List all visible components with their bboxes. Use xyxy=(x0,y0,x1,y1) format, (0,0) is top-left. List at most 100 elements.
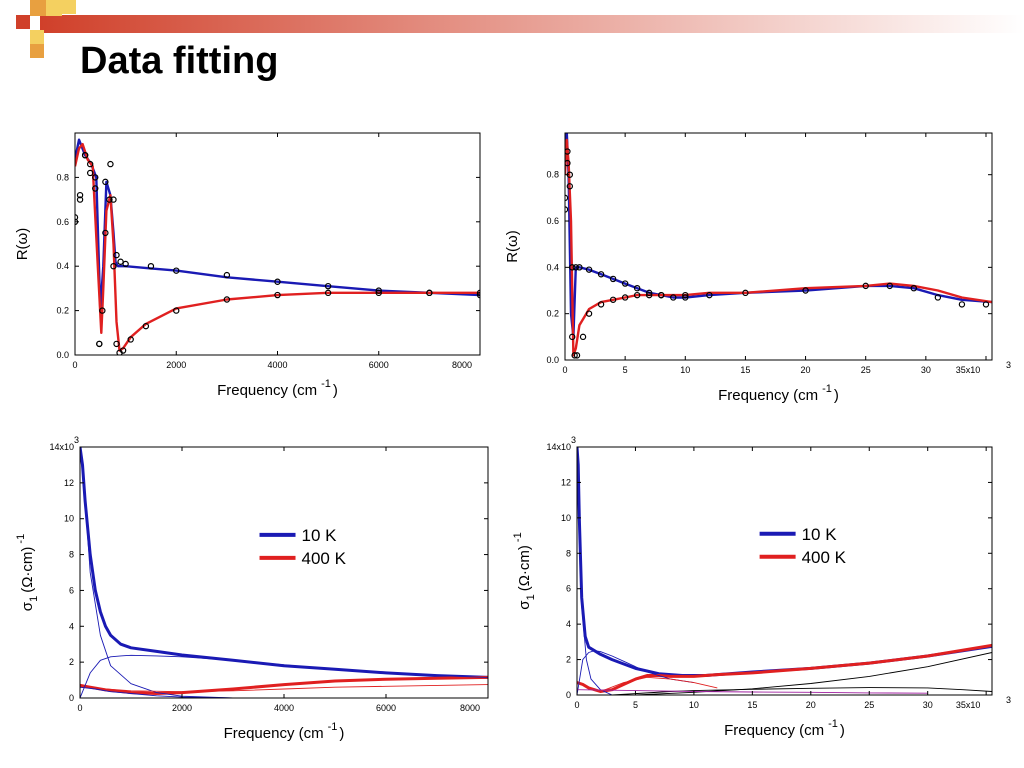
data-point-2-6 xyxy=(585,266,593,273)
data-point-3-13 xyxy=(127,336,134,343)
x-axis-label-main: Frequency (cm xyxy=(718,387,818,404)
data-point-3-12 xyxy=(645,291,653,299)
y-axis-label-rest: (Ω·cm) xyxy=(516,545,533,591)
y-tick-label-2: 4 xyxy=(566,619,571,629)
data-point-2-4 xyxy=(92,174,99,181)
data-point-2-20 xyxy=(910,284,918,292)
x-axis-label-close: ) xyxy=(333,382,338,399)
chart-legend: 10 K 400 K xyxy=(759,525,847,567)
x-axis-label-sup: -1 xyxy=(822,383,832,395)
data-point-3-19 xyxy=(375,289,382,297)
data-point-3-8 xyxy=(106,196,113,203)
x-tick-label-0: 0 xyxy=(574,700,579,710)
data-point-2-14 xyxy=(682,294,689,301)
y-axis-label: σ1 (Ω·cm) -1 xyxy=(15,534,40,611)
legend-label-0: 10 K xyxy=(302,526,338,545)
x-multiplier: 3 xyxy=(1006,360,1011,370)
x-tick-label-2: 10 xyxy=(680,365,690,375)
plot-area xyxy=(80,447,488,698)
y-axis-label: R(ω) xyxy=(504,230,521,263)
header-square-yellow xyxy=(46,0,62,16)
y-tick-label-0: 0.0 xyxy=(56,350,69,360)
data-point-3-8 xyxy=(597,301,605,308)
data-point-2-22 xyxy=(958,301,966,308)
series-line-0 xyxy=(80,447,488,679)
y-axis-label-sup: -1 xyxy=(15,534,27,544)
y-tick-label-4: 0.8 xyxy=(56,172,69,182)
series-line-3 xyxy=(577,650,694,695)
data-point-3-13 xyxy=(658,291,665,299)
x-tick-label-7: 35x10 xyxy=(956,365,981,375)
data-point-3-14 xyxy=(142,322,150,330)
y-tick-label-1: 2 xyxy=(566,655,571,665)
y-tick-label-0: 0 xyxy=(566,690,571,700)
x-axis-label: Frequency (cm -1) xyxy=(718,383,839,404)
y-tick-label-4: 8 xyxy=(566,548,571,558)
x-tick-label-0: 0 xyxy=(77,703,82,713)
series-line-0 xyxy=(565,133,992,338)
header-square-orange xyxy=(30,0,46,16)
y-tick-label-7: 14x10 xyxy=(49,442,74,452)
data-point-2-14 xyxy=(223,271,231,279)
x-tick-label-2: 10 xyxy=(689,700,699,710)
conductivity-chart-full-range: 0 5 10 15 20 25 30 35x10 302468101214x103Frequen… xyxy=(512,435,1011,739)
data-point-2-13 xyxy=(670,294,677,301)
data-point-2-1 xyxy=(76,191,84,199)
data-point-3-7 xyxy=(102,229,109,237)
x-tick-label-5: 25 xyxy=(864,700,874,710)
series-line-4 xyxy=(80,684,488,693)
data-point-3-7 xyxy=(585,310,593,317)
data-point-3-14 xyxy=(682,291,689,299)
x-axis-label-main: Frequency (cm xyxy=(217,382,317,399)
reflectance-chart-low-frequency: 0 2000 4000 6000 8000 0.0 0.2 0.4 0.6 0.8 Frequenc… xyxy=(14,132,481,399)
y-tick-label-3: 0.6 xyxy=(56,217,69,227)
data-point-2-15 xyxy=(706,291,713,299)
y-tick-label-4: 8 xyxy=(69,550,74,560)
data-point-3-5 xyxy=(96,340,103,348)
data-point-2-8 xyxy=(110,196,117,203)
data-point-2-13 xyxy=(173,267,180,274)
data-point-2-6 xyxy=(102,178,109,186)
y-axis-label-rest: (Ω·cm) xyxy=(19,547,36,593)
x-tick-label-4: 8000 xyxy=(452,360,472,370)
y-tick-label-4: 0.8 xyxy=(546,170,559,180)
slide-title: Data fitting xyxy=(80,40,279,82)
x-tick-label-3: 6000 xyxy=(376,703,396,713)
y-tick-label-7: 14x10 xyxy=(546,442,571,452)
x-axis-label-close: ) xyxy=(339,725,344,742)
data-point-2-10 xyxy=(633,284,641,292)
y-axis-label-main: σ xyxy=(516,600,533,610)
data-point-3-10 xyxy=(621,294,629,301)
x-axis-label: Frequency (cm -1) xyxy=(224,721,345,742)
data-point-3-4 xyxy=(571,352,578,359)
data-point-2-19 xyxy=(886,282,893,290)
x-axis-label-main: Frequency (cm xyxy=(724,722,824,739)
data-point-3-1 xyxy=(76,196,84,203)
plot-frame xyxy=(576,446,993,696)
data-point-2-7 xyxy=(597,271,605,278)
x-tick-label-3: 15 xyxy=(747,700,757,710)
x-tick-label-0: 0 xyxy=(562,365,567,375)
y-multiplier: 3 xyxy=(571,435,576,445)
y-tick-label-3: 6 xyxy=(69,585,74,595)
y-axis-label: σ1 (Ω·cm) -1 xyxy=(512,532,537,609)
x-axis-label-sup: -1 xyxy=(328,721,338,733)
y-tick-label-3: 6 xyxy=(566,584,571,594)
y-tick-label-6: 12 xyxy=(64,478,74,488)
x-axis-label-close: ) xyxy=(834,387,839,404)
data-point-3-5 xyxy=(573,352,581,359)
data-point-2-17 xyxy=(802,287,809,294)
x-tick-label-7: 35x10 xyxy=(956,700,981,710)
data-point-3-20 xyxy=(426,289,433,297)
header-square-orange-2 xyxy=(30,44,44,58)
data-point-3-10 xyxy=(113,340,120,348)
data-point-2-12 xyxy=(147,262,155,270)
reflectance-chart-full-range: 0 5 10 15 20 25 30 35x10 3 0.0 0.2 0.4 0.6 0.8 Frequen… xyxy=(504,132,1011,404)
data-point-2-8 xyxy=(609,275,617,283)
y-axis-label-main: R(ω) xyxy=(504,230,521,263)
data-point-3-3 xyxy=(569,264,576,271)
data-point-3-16 xyxy=(223,296,231,303)
plot-frame xyxy=(564,132,993,361)
header-square-yellow-3 xyxy=(30,30,44,44)
